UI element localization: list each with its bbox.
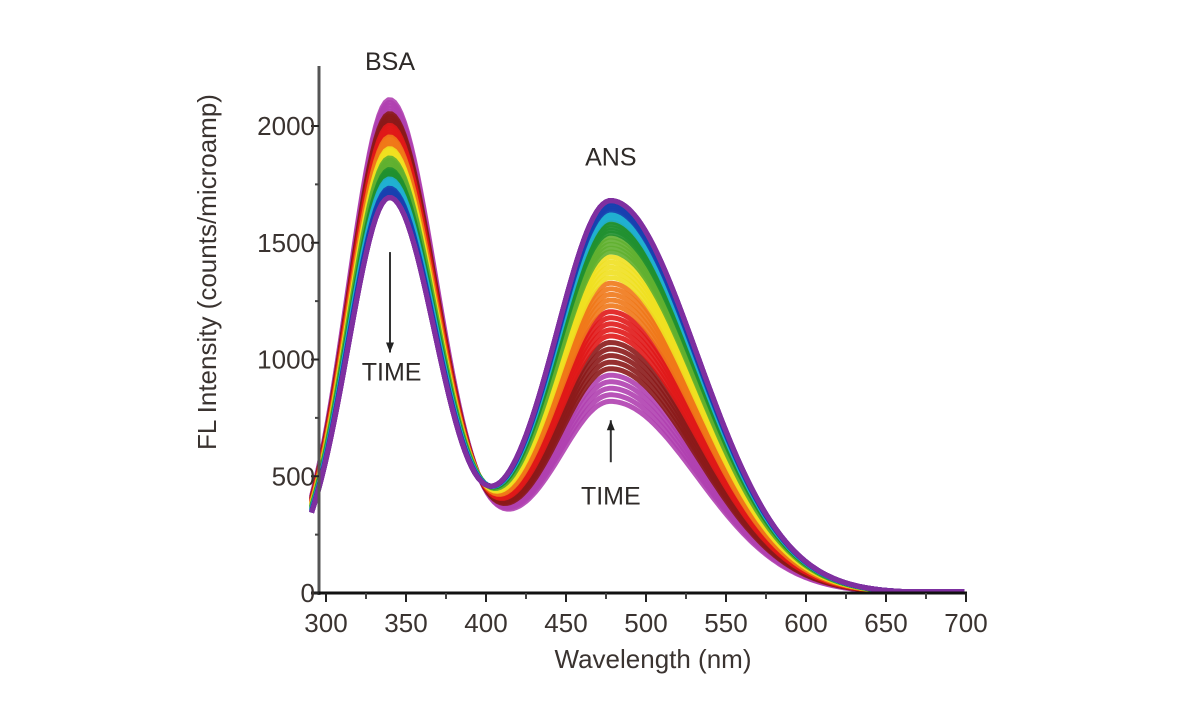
spectra-curves xyxy=(309,97,965,595)
x-tick-label: 550 xyxy=(704,608,747,638)
x-tick-label: 700 xyxy=(944,608,987,638)
spectrum-t10 xyxy=(309,195,965,595)
x-tick-label: 600 xyxy=(784,608,827,638)
y-ticks: 0 500 1000 1500 2000 xyxy=(257,111,319,608)
annotation-bsa: BSA xyxy=(365,48,415,76)
y-tick-label: 0 xyxy=(301,578,315,608)
annotations: BSA ANS TIME TIME xyxy=(362,48,641,510)
x-tick-label: 450 xyxy=(544,608,587,638)
y-tick-label: 500 xyxy=(272,461,315,491)
x-tick-label: 650 xyxy=(864,608,907,638)
y-axis-title: FL Intensity (counts/microamp) xyxy=(192,94,222,450)
x-tick-label: 500 xyxy=(624,608,667,638)
x-tick-label: 350 xyxy=(384,608,427,638)
x-tick-label: 300 xyxy=(304,608,347,638)
x-tick-label: 400 xyxy=(464,608,507,638)
axes: 300 350 400 450 500 550 600 650 700 0 500 1000 1500… xyxy=(257,66,988,638)
y-tick-label: 1000 xyxy=(257,345,315,375)
y-tick-label: 2000 xyxy=(257,111,315,141)
y-tick-label: 1500 xyxy=(257,228,315,258)
annotation-ans: ANS xyxy=(585,144,636,172)
x-axis-title: Wavelength (nm) xyxy=(555,644,752,674)
x-ticks: 300 350 400 450 500 550 600 650 700 xyxy=(304,593,988,638)
time-arrow-head-icon xyxy=(606,420,615,431)
time-arrow-head-icon xyxy=(386,342,394,353)
annotation-time: TIME xyxy=(581,482,641,510)
annotation-time: TIME xyxy=(362,359,422,387)
